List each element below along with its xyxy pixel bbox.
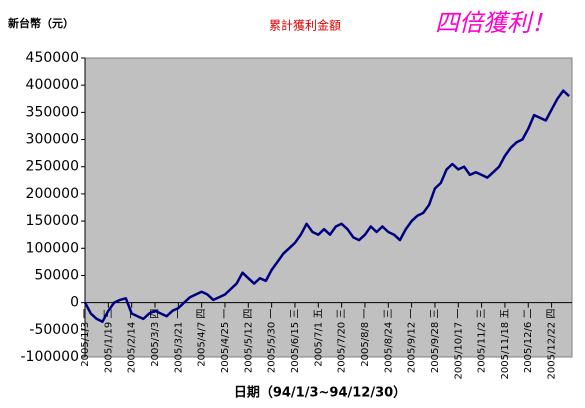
x-tick-label: 2005/1/3 一 [80,309,91,367]
y-tick-label: 150000 [26,213,79,229]
x-tick-label: 2005/3/3 四 [150,309,161,367]
x-tick-label: 2005/1/19 三 [103,309,114,373]
annotation: 四倍獲利！ [435,9,555,37]
plot-area [84,57,573,358]
x-tick-label: 2005/12/6 二 [523,309,534,373]
x-tick-label: 2005/4/7 四 [197,309,208,367]
y-tick-label: 250000 [26,159,79,175]
y-tick-label: 300000 [26,132,79,148]
y-tick-label: -100000 [21,349,80,365]
y-tick-label: 400000 [26,77,79,93]
y-tick-label: -50000 [29,322,79,338]
x-tick-label: 2005/11/18 五 [500,309,511,380]
x-tick-label: 2005/5/30 一 [267,309,278,373]
y-tick-label: 100000 [26,240,79,256]
chart-title: 累計獲利金額 [269,18,341,33]
x-tick-label: 2005/7/20 三 [337,309,348,373]
x-tick-label: 2005/6/15 三 [290,309,301,373]
x-axis-title: 日期（94/1/3~94/12/30） [234,385,406,401]
x-tick-label: 2005/10/17 一 [453,309,464,380]
x-tick-label: 2005/7/1 五 [313,309,324,367]
data-line [83,89,570,323]
y-tick-label: 350000 [26,104,79,120]
x-tick-label: 2005/12/22 四 [547,309,558,380]
x-tick-label: 2005/9/12 一 [407,309,418,373]
x-tick-label: 2005/11/2 三 [477,309,488,373]
x-tick-label: 2005/9/28 三 [430,309,441,373]
x-tick-label: 2005/8/24 三 [383,309,394,373]
y-tick-label: 0 [70,295,79,311]
x-tick-label: 2005/5/12 四 [243,309,254,373]
y-tick-label: 50000 [34,267,79,283]
y-tick-label: 200000 [26,186,79,202]
y-axis-title: 新台幣（元） [8,16,74,30]
y-tick-label: 450000 [26,50,79,66]
x-tick-label: 2005/4/25 一 [220,309,231,373]
x-tick-label: 2005/8/8 一 [360,309,371,367]
x-tick-label: 2005/3/21 一 [173,309,184,373]
x-tick-label: 2005/2/14 一 [127,309,138,373]
